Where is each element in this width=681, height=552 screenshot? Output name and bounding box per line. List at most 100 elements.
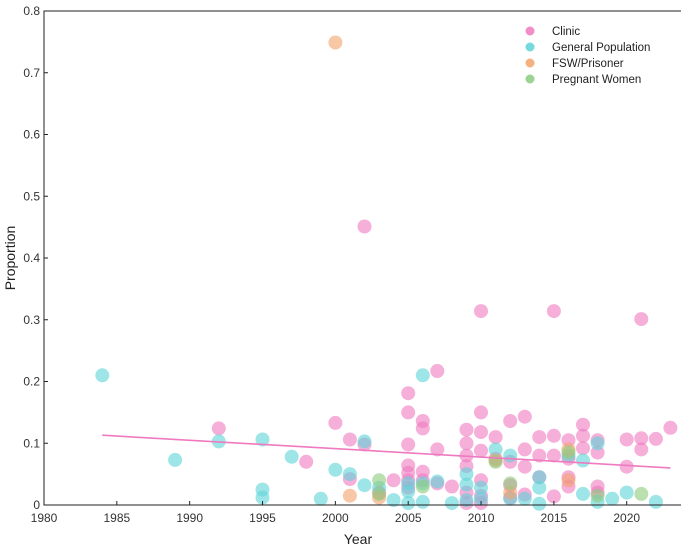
y-tick-label-0.6: 0.6 [23,128,40,142]
point-general-population-21 [444,496,459,511]
y-tick-label-0.2: 0.2 [23,375,40,389]
point-general-population-36 [576,486,590,501]
point-clinic-2 [328,415,343,430]
y-tick-label-0.3: 0.3 [23,313,40,327]
point-general-population-8 [328,462,343,477]
point-general-population-13 [386,493,401,508]
point-clinic-37 [488,430,503,445]
point-clinic-69 [634,442,649,457]
point-fsw-prisoner-6 [561,473,576,488]
y-tick-label-0.8: 0.8 [23,4,40,18]
point-clinic-23 [444,479,459,494]
data-points [95,35,678,511]
point-pregnant-women-2 [415,479,430,494]
trend-line [102,434,671,469]
point-clinic-20 [430,364,445,378]
point-general-population-28 [503,448,518,463]
point-general-population-40 [619,485,634,500]
point-clinic-8 [386,473,401,488]
legend-label-general-population: General Population [552,42,650,54]
x-tick-label-2005: 2005 [395,511,422,525]
y-tick-label-0: 0 [33,498,40,512]
x-tick-label-2020: 2020 [613,511,640,525]
point-general-population-23 [459,477,474,492]
x-axis-title: Year [344,531,373,547]
legend-label-pregnant-women: Pregnant Women [552,74,641,86]
point-general-population-19 [415,494,430,509]
point-general-population-30 [517,491,532,506]
point-clinic-44 [517,442,532,457]
legend-label-clinic: Clinic [552,26,580,38]
point-clinic-43 [517,409,532,424]
legend-marker-clinic [525,26,535,36]
point-clinic-11 [401,437,416,452]
point-general-population-7 [313,491,328,506]
point-general-population-41 [648,494,663,509]
point-general-population-33 [532,496,547,511]
point-general-population-20 [430,474,445,489]
point-general-population-32 [532,480,547,495]
point-clinic-32 [474,425,488,440]
point-clinic-24 [459,422,474,437]
point-general-population-27 [488,442,503,457]
y-axis-title: Proportion [2,226,18,291]
point-clinic-45 [517,459,532,474]
point-clinic-33 [474,443,488,458]
point-clinic-9 [401,386,416,401]
point-pregnant-women-4 [503,476,518,491]
x-tick-label-1980: 1980 [31,511,58,525]
plot-area [44,11,681,505]
point-general-population-35 [576,453,590,468]
legend-marker-general-population [525,42,535,52]
point-clinic-70 [648,431,663,446]
point-general-population-3 [255,432,270,447]
point-clinic-21 [430,442,445,457]
legend: Clinic General Population FSW/Prisoner P… [525,26,650,86]
point-clinic-50 [546,304,561,319]
point-clinic-47 [532,430,547,445]
point-pregnant-women-0 [372,473,387,488]
legend-marker-pregnant-women [525,74,535,84]
point-general-population-0 [95,368,110,383]
x-tick-label-2015: 2015 [541,511,568,525]
point-general-population-26 [474,491,488,506]
point-clinic-48 [532,448,547,463]
point-general-population-1 [168,452,183,467]
point-clinic-31 [474,405,488,420]
x-tick-label-1990: 1990 [176,511,203,525]
x-tick-label-2000: 2000 [322,511,349,525]
point-general-population-9 [342,467,357,482]
y-tick-label-0.5: 0.5 [23,189,40,203]
point-clinic-53 [546,489,561,504]
point-pregnant-women-6 [590,488,605,503]
point-fsw-prisoner-0 [328,35,343,50]
point-clinic-68 [634,431,649,446]
point-clinic-30 [474,304,488,319]
point-general-population-5 [255,490,270,505]
legend-label-fsw-prisoner: FSW/Prisoner [552,58,624,70]
x-tick-label-2010: 2010 [468,511,495,525]
point-general-population-39 [605,491,620,506]
point-pregnant-women-1 [372,486,387,501]
point-general-population-15 [401,484,416,499]
y-tick-label-0.4: 0.4 [23,251,40,265]
point-clinic-66 [619,459,634,474]
y-tick-label-0.1: 0.1 [23,436,40,450]
point-clinic-59 [576,428,590,443]
point-clinic-71 [663,420,678,435]
point-general-population-10 [357,434,372,449]
point-clinic-10 [401,405,416,420]
legend-marker-fsw-prisoner [525,58,535,68]
axis-ticks: 1980 1985 1990 1995 2000 2005 2010 2015 2020 0 0.1… [23,4,640,525]
point-pregnant-women-5 [561,445,576,460]
x-tick-label-1995: 1995 [249,511,276,525]
point-general-population-22 [459,467,474,482]
point-clinic-67 [634,312,649,327]
point-clinic-3 [342,432,357,447]
point-clinic-0 [211,421,226,436]
point-general-population-17 [415,368,430,383]
point-clinic-39 [503,414,518,428]
point-general-population-37 [590,436,605,451]
point-general-population-25 [474,480,488,495]
